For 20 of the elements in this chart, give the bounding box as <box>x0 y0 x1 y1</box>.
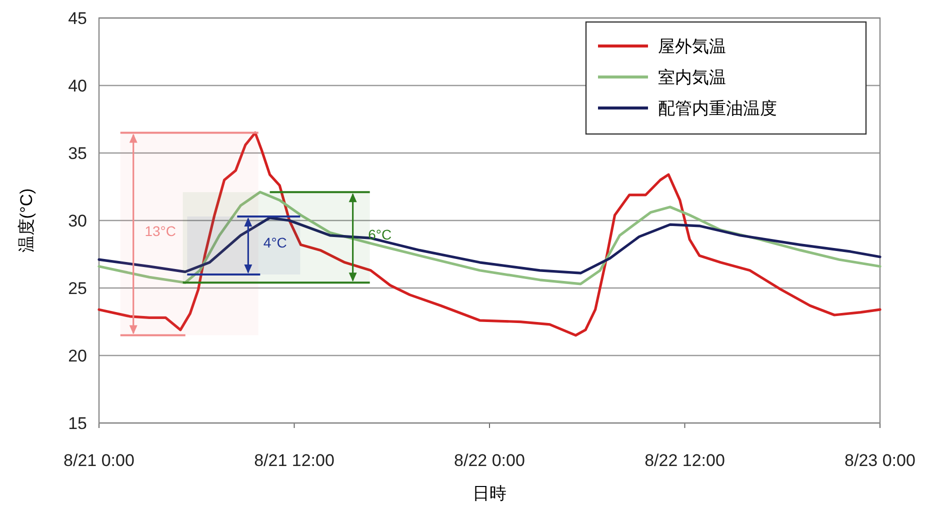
x-tick-label: 8/22 12:00 <box>644 451 725 470</box>
y-tick-label: 40 <box>68 76 87 96</box>
y-axis-title: 温度(°C) <box>17 188 36 253</box>
y-tick-label: 35 <box>68 144 87 163</box>
x-tick-label: 8/22 0:00 <box>454 451 525 470</box>
y-tick-label: 15 <box>68 414 87 433</box>
legend-label: 配管内重油温度 <box>658 99 777 118</box>
y-tick-label: 25 <box>68 279 87 298</box>
x-tick-label: 8/23 0:00 <box>844 451 916 470</box>
x-axis-title: 日時 <box>472 484 506 503</box>
annotation: 13°C <box>144 223 176 239</box>
legend-label: 室内気温 <box>658 68 726 87</box>
y-tick-label: 30 <box>68 212 87 230</box>
x-tick-label: 8/21 0:00 <box>64 451 134 470</box>
x-tick-label: 8/21 12:00 <box>254 451 334 470</box>
y-tick-label: 20 <box>68 346 87 366</box>
legend-label: 屋外気温 <box>658 37 726 56</box>
annotation: 4°C <box>263 234 287 250</box>
y-tick-label: 45 <box>68 9 87 28</box>
annotation: 6°C <box>368 226 392 242</box>
